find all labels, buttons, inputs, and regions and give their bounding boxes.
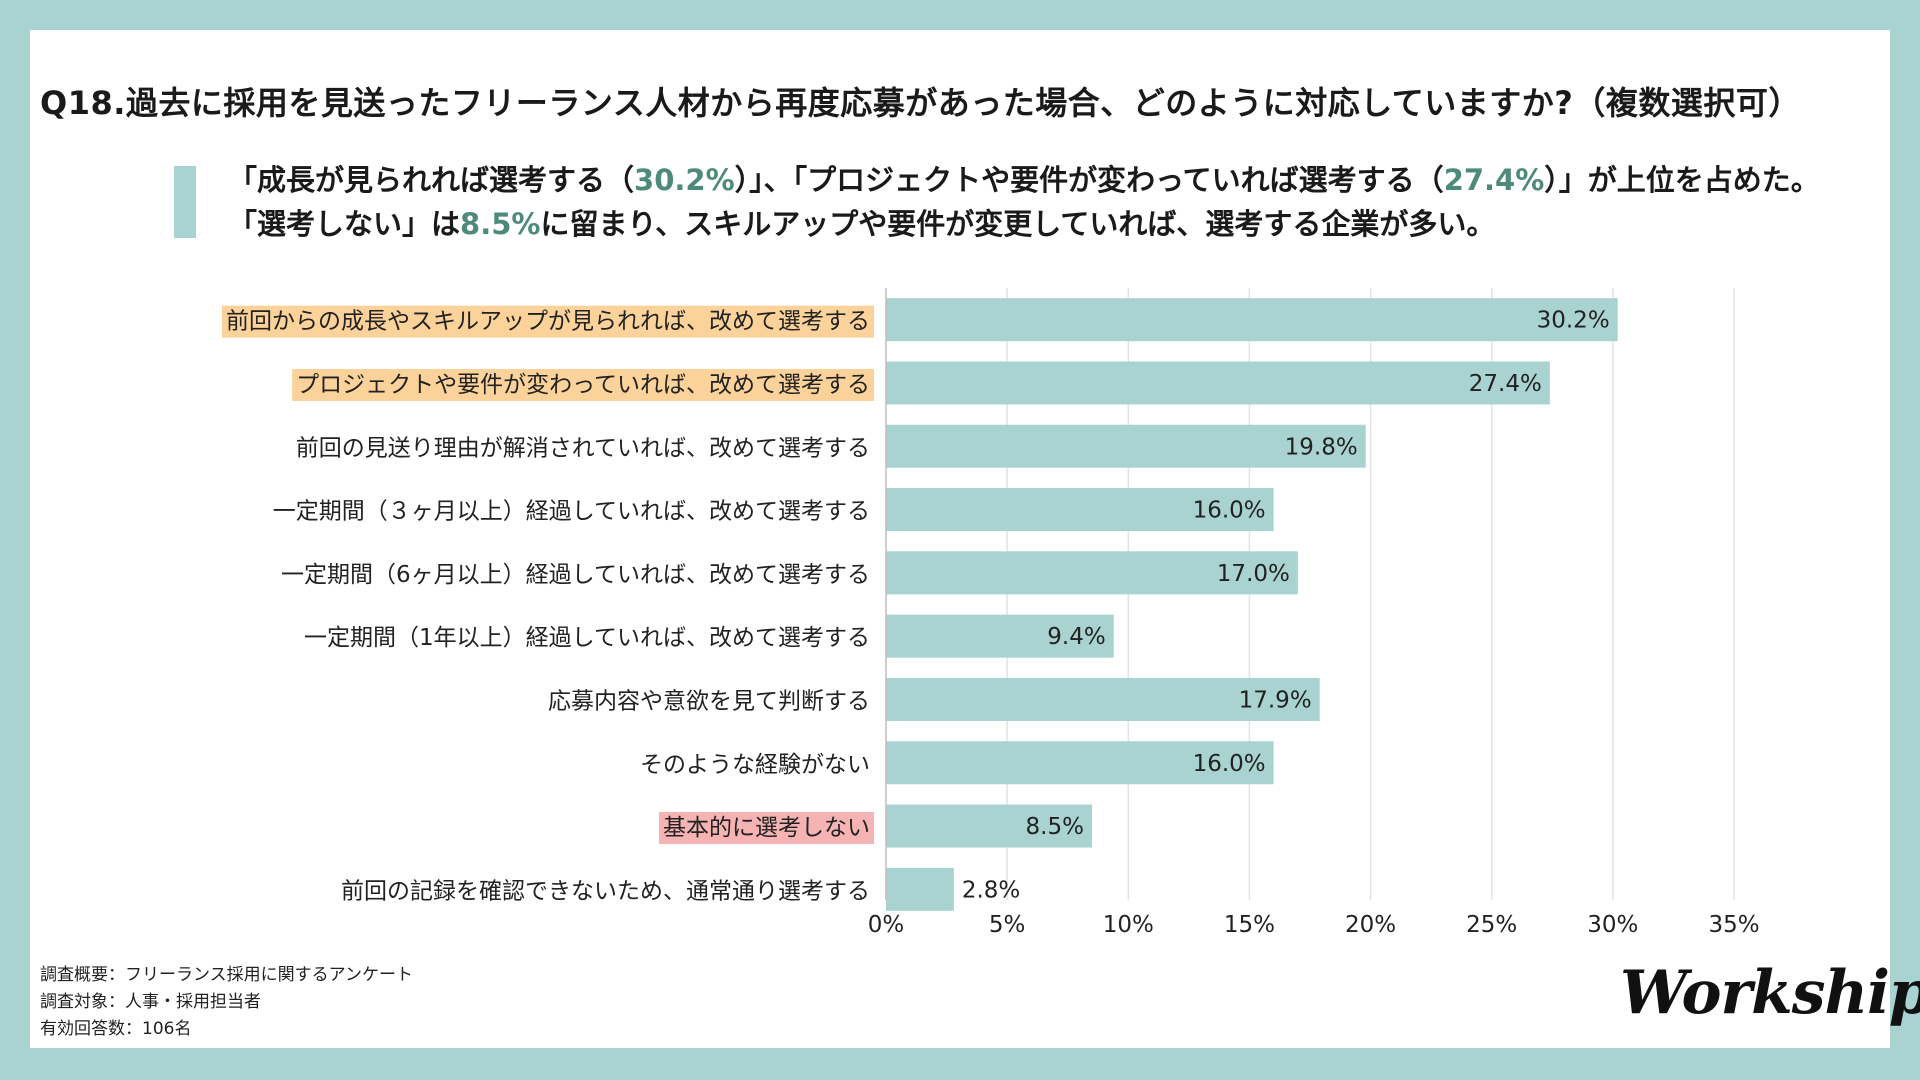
- bar-3: [886, 488, 1274, 532]
- category-highlight-1: [292, 368, 874, 401]
- summary-part-1: 「成長が見られれば選考する（: [228, 163, 635, 197]
- summary-part-4: に留まり、スキルアップや要件が変更していれば、選考する企業が多い。: [540, 207, 1496, 241]
- summary-accent-bar: [174, 166, 196, 238]
- summary-text: 「成長が見られれば選考する（30.2%）」、「プロジェクトや要件が変わっていれば…: [228, 158, 1828, 246]
- category-label-3: 一定期間（３ヶ月以上）経過していれば、改めて選考する: [273, 499, 870, 525]
- category-highlight-0: [222, 305, 874, 338]
- value-label-3: 16.0%: [1193, 498, 1266, 524]
- category-highlight-8: [659, 812, 874, 845]
- bar-9: [886, 867, 954, 911]
- workship-logo: Workship: [1620, 958, 1920, 1028]
- survey-info: 調査概要：フリーランス採用に関するアンケート 調査対象：人事・採用担当者 有効回…: [40, 962, 413, 1043]
- category-label-7: そのような経験がない: [640, 752, 870, 778]
- card-background: [30, 30, 1890, 1048]
- value-label-9: 2.8%: [962, 877, 1020, 903]
- page-title: Q18.過去に採用を見送ったフリーランス人材から再度応募があった場合、どのように…: [40, 84, 1801, 122]
- value-label-0: 30.2%: [1537, 308, 1610, 334]
- value-label-2: 19.8%: [1285, 434, 1358, 460]
- survey-overview: 調査概要：フリーランス採用に関するアンケート: [40, 965, 413, 985]
- x-tick-label-35: 35%: [1708, 912, 1759, 938]
- category-label-6: 応募内容や意欲を見て判断する: [548, 688, 870, 714]
- category-label-0: 前回からの成長やスキルアップが見られれば、改めて選考する: [226, 309, 870, 335]
- bar-5: [886, 614, 1114, 658]
- value-label-6: 17.9%: [1239, 687, 1312, 713]
- summary-part-3: ）」が上位を占めた。「選考しない」は: [228, 163, 1820, 241]
- bar-8: [886, 804, 1092, 848]
- x-tick-label-5: 5%: [989, 912, 1026, 938]
- bar-2: [886, 424, 1366, 468]
- category-label-4: 一定期間（6ヶ月以上）経過していれば、改めて選考する: [281, 562, 870, 588]
- survey-target: 調査対象：人事・採用担当者: [40, 992, 261, 1012]
- category-label-2: 前回の見送り理由が解消されていれば、改めて選考する: [296, 435, 870, 461]
- category-label-9: 前回の記録を確認できないため、通常通り選考する: [341, 878, 870, 904]
- summary-highlight-3: 8.5%: [460, 207, 541, 241]
- category-label-5: 一定期間（1年以上）経過していれば、改めて選考する: [304, 625, 870, 651]
- bar-7: [886, 741, 1274, 785]
- x-tick-label-0: 0%: [868, 912, 905, 938]
- x-tick-label-30: 30%: [1587, 912, 1638, 938]
- value-label-7: 16.0%: [1193, 751, 1266, 777]
- bar-0: [886, 298, 1618, 342]
- bar-1: [886, 361, 1550, 405]
- x-tick-label-15: 15%: [1224, 912, 1275, 938]
- x-tick-label-10: 10%: [1103, 912, 1154, 938]
- x-tick-label-25: 25%: [1466, 912, 1517, 938]
- value-label-5: 9.4%: [1047, 624, 1105, 650]
- value-label-1: 27.4%: [1469, 371, 1542, 397]
- summary-highlight-1: 30.2%: [634, 163, 735, 197]
- x-tick-label-20: 20%: [1345, 912, 1396, 938]
- survey-responses: 有効回答数：106名: [40, 1019, 192, 1039]
- bar-6: [886, 677, 1320, 721]
- category-label-8: 基本的に選考しない: [663, 815, 870, 841]
- category-label-1: プロジェクトや要件が変わっていれば、改めて選考する: [296, 372, 870, 398]
- bar-4: [886, 551, 1298, 595]
- value-label-4: 17.0%: [1217, 561, 1290, 587]
- value-label-8: 8.5%: [1026, 814, 1084, 840]
- summary-part-2: ）」、「プロジェクトや要件が変わっていれば選考する（: [734, 163, 1444, 197]
- summary-highlight-2: 27.4%: [1443, 163, 1545, 197]
